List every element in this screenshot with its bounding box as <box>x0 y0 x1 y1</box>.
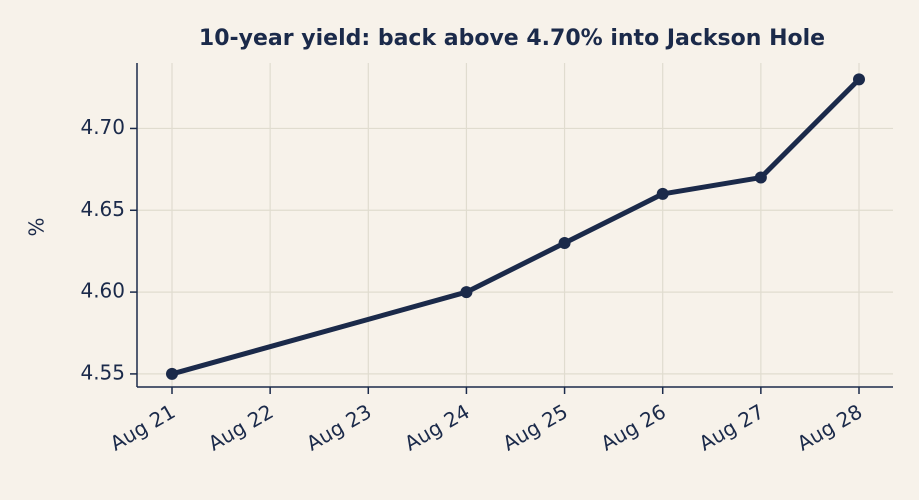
point <box>460 286 473 299</box>
y-tick-label: 4.65 <box>80 197 125 221</box>
point <box>656 187 669 200</box>
point <box>853 73 865 86</box>
y-tick-label: 4.60 <box>80 279 125 303</box>
point <box>558 237 571 249</box>
y-tick-label: 4.55 <box>80 360 125 384</box>
point <box>166 367 178 380</box>
chart-title: 10-year yield: back above 4.70% into Jac… <box>199 26 825 51</box>
y-tick-label: 4.70 <box>80 115 125 139</box>
line <box>171 77 861 377</box>
y-axis-label: % <box>25 217 49 236</box>
point <box>754 171 767 184</box>
